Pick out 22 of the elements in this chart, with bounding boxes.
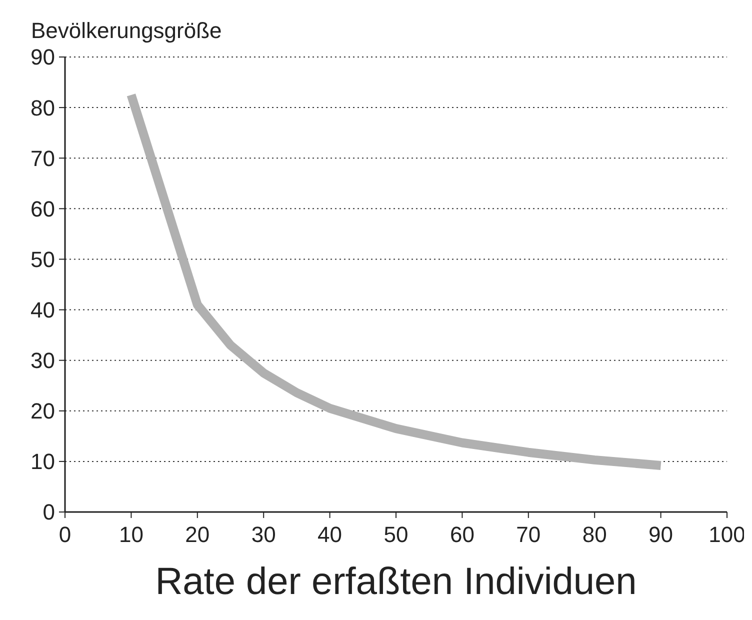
x-tick-label: 60 <box>450 522 474 547</box>
x-tick-label: 40 <box>318 522 342 547</box>
y-tick-label: 60 <box>30 196 55 222</box>
x-tick-label: 80 <box>582 522 607 547</box>
y-tick-label: 0 <box>42 500 55 525</box>
y-tick-label: 90 <box>30 44 55 70</box>
y-tick-label: 10 <box>30 449 55 474</box>
y-tick-label: 20 <box>30 398 55 424</box>
x-axis-title: Rate der erfaßten Individuen <box>155 561 637 603</box>
y-tick-label: 30 <box>30 348 55 374</box>
y-tick-label: 50 <box>30 246 55 272</box>
x-tick-label: 30 <box>251 522 276 547</box>
y-axis-title: Bevölkerungsgröße <box>31 18 222 43</box>
x-tick-label: 10 <box>118 522 144 547</box>
y-tick-label: 70 <box>30 146 55 171</box>
x-tick-label: 70 <box>516 522 541 547</box>
y-tick-label: 80 <box>30 95 55 120</box>
x-tick-label: 50 <box>384 522 408 547</box>
x-tick-label: 20 <box>185 522 210 547</box>
y-tick-label: 40 <box>30 297 55 322</box>
x-tick-label: 90 <box>648 522 674 547</box>
x-tick-label: 0 <box>58 522 72 547</box>
